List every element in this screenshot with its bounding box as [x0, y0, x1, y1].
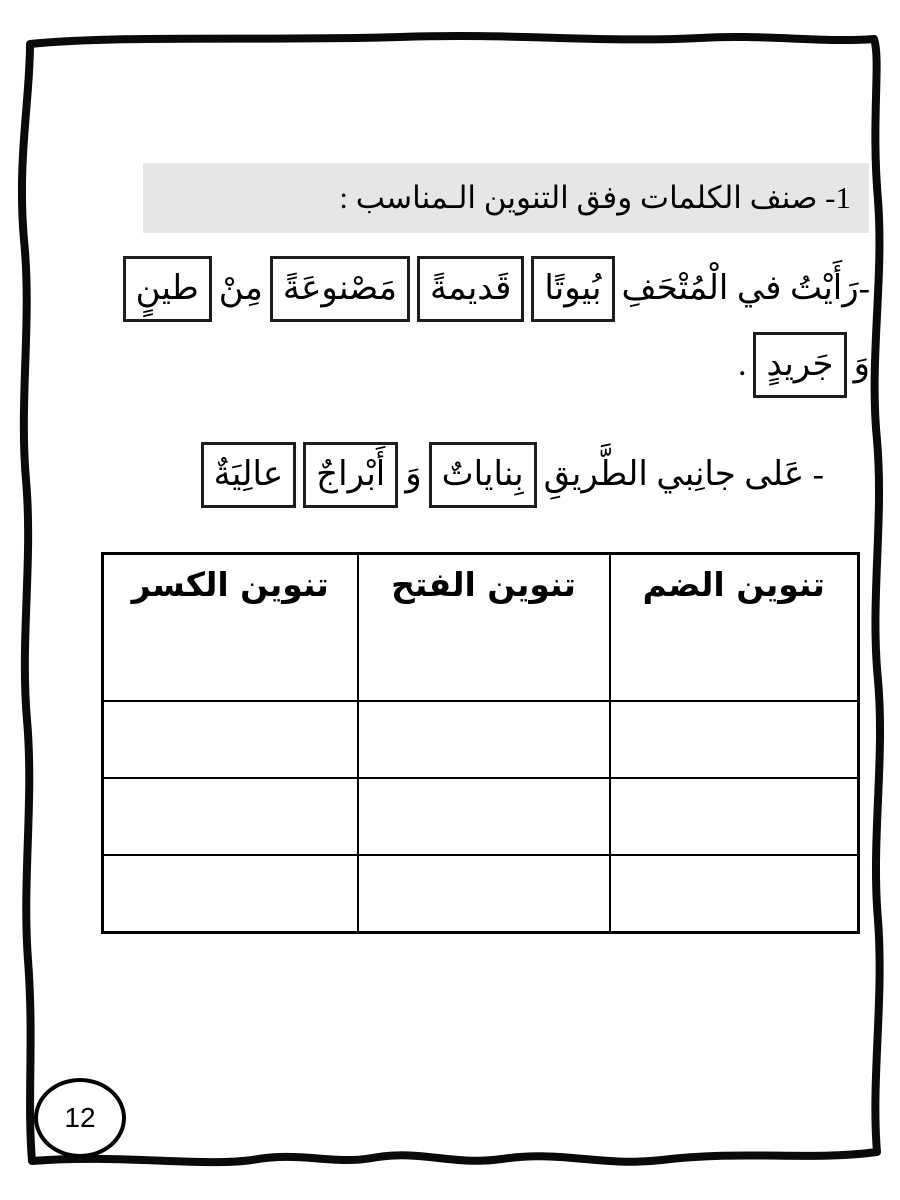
- table-empty-row: [101, 700, 860, 779]
- table-empty-cell: [101, 854, 359, 934]
- page-number: 12: [64, 1102, 96, 1133]
- exercise-title: 1- صنف الكلمات وفق التنوين الـمناسب :: [339, 180, 851, 215]
- sentence-1-connector: مِنْ: [218, 269, 263, 307]
- table-empty-cell: [356, 777, 611, 856]
- table-empty-cell: [356, 700, 611, 779]
- table-empty-cell: [608, 777, 860, 856]
- table-body: [101, 700, 860, 934]
- word-box-qadimatan: قَديمةً: [416, 256, 525, 322]
- table-header-row: تنوين الضم تنوين الفتح تنوين الكسر: [101, 552, 860, 702]
- exercise-title-bar: 1- صنف الكلمات وفق التنوين الـمناسب :: [143, 163, 869, 233]
- table-empty-cell: [608, 700, 860, 779]
- sentence-1-period: .: [737, 345, 747, 383]
- sentence-1-line-1: -رَأَيْتُ في الْمُتْحَفِ بُيوتًا قَديمةً…: [122, 256, 871, 322]
- tanween-classification-table: تنوين الضم تنوين الفتح تنوين الكسر: [101, 552, 860, 934]
- sentence-1: -رَأَيْتُ في الْمُتْحَفِ بُيوتًا قَديمةً…: [122, 256, 871, 398]
- sentence-2: - عَلى جانِبي الطَّريقِ بِناياتٌ وَ أَبْ…: [200, 442, 824, 508]
- table-empty-cell: [101, 700, 359, 779]
- word-box-binayatun: بِناياتٌ: [428, 442, 537, 508]
- sentence-1-line2-lead: وَ: [853, 345, 870, 383]
- sentence-1-lead: -رَأَيْتُ في الْمُتْحَفِ: [621, 269, 871, 307]
- word-box-tinin: طينٍ: [122, 256, 212, 322]
- word-box-jaridin: جَريدٍ: [753, 332, 847, 398]
- table-empty-cell: [608, 854, 860, 934]
- word-box-aliyatun: عالِيَةٌ: [200, 442, 297, 508]
- sentence-2-lead: - عَلى جانِبي الطَّريقِ: [543, 455, 824, 493]
- header-tanween-fath: تنوين الفتح: [356, 552, 611, 702]
- word-box-abrajun: أَبْراجٌ: [303, 442, 399, 508]
- sentence-2-line-1: - عَلى جانِبي الطَّريقِ بِناياتٌ وَ أَبْ…: [200, 442, 824, 508]
- table-empty-row: [101, 777, 860, 856]
- sentence-2-connector: وَ: [405, 455, 422, 493]
- word-box-masnuatan: مَصْنوعَةً: [269, 256, 410, 322]
- word-box-buyutan: بُيوتًا: [531, 256, 615, 322]
- sentence-1-line-2: وَ جَريدٍ .: [123, 332, 870, 398]
- table-empty-cell: [356, 854, 611, 934]
- table-empty-row: [101, 854, 860, 934]
- page-number-circle: 12: [34, 1078, 126, 1158]
- header-tanween-damm: تنوين الضم: [608, 552, 860, 702]
- header-tanween-kasr: تنوين الكسر: [101, 552, 359, 702]
- table-empty-cell: [101, 777, 359, 856]
